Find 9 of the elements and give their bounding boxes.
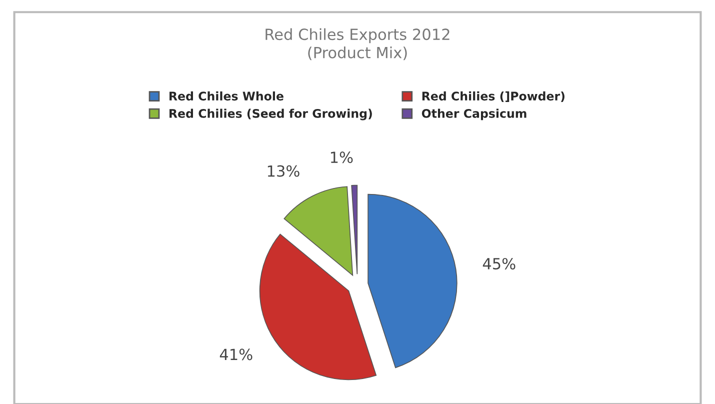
data-label: 13% (268, 165, 300, 177)
data-label: 41% (220, 348, 252, 360)
data-label: 1% (330, 152, 353, 164)
legend-label: Other Capsicum (422, 108, 526, 120)
chart-title: Red Chiles Exports 2012 (Product Mix) (266, 28, 450, 60)
legend-label: Red Chiles Whole (170, 91, 284, 101)
legend-label: Red Chilies (]Powder) (422, 91, 564, 102)
data-label: 45% (482, 258, 516, 270)
legend-label: Red Chilies (Seed for Growing) (170, 108, 372, 120)
